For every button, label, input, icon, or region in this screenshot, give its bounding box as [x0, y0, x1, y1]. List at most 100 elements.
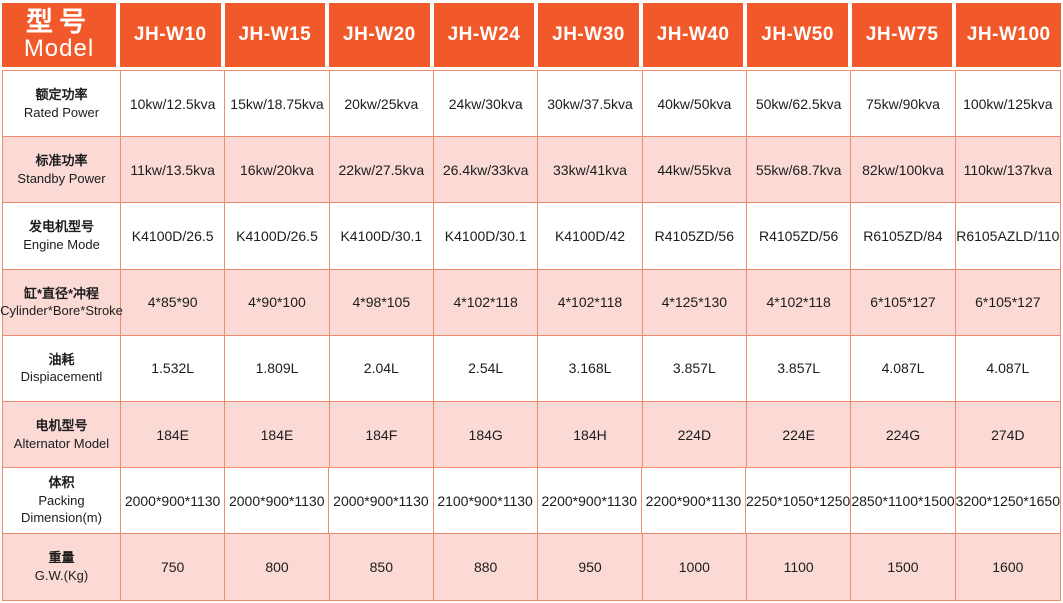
table-cell: K4100D/30.1 [434, 203, 539, 270]
table-cell: 82kw/100kva [851, 137, 956, 204]
table-cell: 10kw/12.5kva [121, 71, 226, 138]
model-name: JH-W30 [552, 24, 625, 45]
table-cell: 40kw/50kva [642, 71, 747, 138]
table-cell: 1000 [643, 534, 747, 600]
table-row-engine-mode: 发电机型号 Engine Mode K4100D/26.5 K4100D/26.… [3, 203, 1060, 270]
table-cell: K4100D/26.5 [121, 203, 226, 270]
table-header-row: 型号 Model JH-W10 JH-W15 JH-W20 JH-W24 JH-… [2, 3, 1061, 67]
row-label: 重量 G.W.(Kg) [3, 534, 121, 600]
model-name: JH-W100 [966, 24, 1051, 45]
table-cell: 224G [851, 401, 956, 469]
table-cell: 880 [434, 534, 539, 600]
header-cell-jh-w100: JH-W100 [956, 3, 1061, 67]
header-model-cell: 型号 Model [2, 3, 120, 67]
table-cell: 184G [434, 401, 539, 469]
table-cell: R4105ZD/56 [747, 203, 852, 270]
table-cell: 2000*900*1130 [225, 468, 330, 535]
table-cell: 950 [538, 534, 643, 600]
model-name: JH-W75 [865, 24, 939, 45]
row-label: 发电机型号 Engine Mode [3, 203, 121, 270]
table-cell: 16kw/20kva [225, 137, 330, 204]
row-label-en: Engine Mode [23, 236, 100, 252]
row-label: 电机型号 Alternator Model [3, 401, 121, 469]
table-cell: 44kw/55kva [642, 137, 747, 204]
table-cell: 11kw/13.5kva [121, 137, 226, 204]
table-cell: 2000*900*1130 [329, 468, 434, 535]
table-cell: 3200*1250*1650 [955, 468, 1060, 535]
table-cell: K4100D/30.1 [329, 203, 434, 270]
table-cell: 2.04L [329, 335, 434, 402]
table-cell: 33kw/41kva [538, 137, 643, 204]
table-cell: 850 [330, 534, 434, 600]
table-cell: 100kw/125kva [955, 71, 1060, 138]
table-cell: R6105ZD/84 [851, 203, 956, 270]
table-cell: 24kw/30kva [434, 71, 539, 138]
table-cell: 1.532L [121, 335, 226, 402]
row-label-zh: 缸*直径*冲程 [23, 285, 100, 301]
table-cell: 55kw/68.7kva [747, 137, 852, 204]
table-cell: 1.809L [225, 335, 330, 402]
model-name: JH-W50 [761, 24, 834, 45]
table-cell: 4*98*105 [329, 269, 434, 336]
table-cell: 2200*900*1130 [641, 468, 747, 535]
table-row-displacement: 油耗 Dispiacementl 1.532L 1.809L 2.04L 2.5… [3, 335, 1060, 402]
model-name: JH-W24 [447, 24, 521, 45]
table-cell: 22kw/27.5kva [329, 137, 434, 204]
table-cell: 2850*1100*1500 [851, 468, 956, 535]
table-cell: 184E [121, 401, 226, 469]
row-label-en: Cylinder*Bore*Stroke [0, 303, 123, 319]
row-label: 油耗 Dispiacementl [3, 335, 121, 402]
row-label-en: Standby Power [17, 170, 106, 186]
table-cell: R4105ZD/56 [642, 203, 747, 270]
table-cell: 4*102*118 [538, 269, 643, 336]
header-cell-jh-w75: JH-W75 [851, 3, 957, 67]
table-cell: 1600 [992, 558, 1024, 575]
table-cell: 6*105*127 [851, 269, 956, 336]
table-cell: 4.087L [851, 335, 956, 402]
row-label: 缸*直径*冲程 Cylinder*Bore*Stroke [0, 269, 123, 336]
table-cell: 3.168L [538, 335, 643, 402]
table-cell: 1100 [747, 534, 852, 600]
table-cell: K4100D/26.5 [225, 203, 330, 270]
row-label-zh: 额定功率 [35, 87, 88, 103]
row-label: 标准功率 Standby Power [3, 137, 121, 204]
header-model-label-en: Model [23, 34, 95, 62]
model-name: JH-W15 [238, 24, 312, 45]
header-cell-jh-w40: JH-W40 [642, 3, 748, 67]
table-cell: 184E [225, 401, 330, 469]
row-label-zh: 发电机型号 [28, 219, 94, 235]
table-cell: 2250*1050*1250 [746, 468, 852, 535]
table-cell: 3.857L [747, 335, 852, 402]
model-name: JH-W10 [133, 24, 207, 45]
table-cell: 4*125*130 [642, 269, 747, 336]
table-cell: 2200*900*1130 [537, 468, 642, 535]
table-cell: 20kw/25kva [329, 71, 434, 138]
table-cell: R6105AZLD/110 [955, 203, 1060, 270]
table-cell: 15kw/18.75kva [225, 71, 330, 138]
table-cell: 26.4kw/33kva [434, 137, 539, 204]
table-cell: 6*105*127 [955, 270, 1060, 336]
table-cell: 2.54L [434, 335, 539, 402]
table-row-alternator-model: 电机型号 Alternator Model 184E 184E 184F 184… [3, 401, 1060, 469]
row-label-en: G.W.(Kg) [34, 567, 89, 583]
table-cell: K4100D/42 [538, 203, 643, 270]
row-label: 额定功率 Rated Power [3, 71, 121, 138]
row-label-en: Dispiacementl [20, 369, 103, 385]
table-cell: 800 [225, 534, 330, 600]
table-cell: 75kw/90kva [851, 71, 956, 138]
table-cell: 50kw/62.5kva [747, 71, 852, 138]
table-row-cylinder-bore-stroke: 缸*直径*冲程 Cylinder*Bore*Stroke 4*85*90 4*9… [0, 269, 1060, 336]
table-cell: 3.857L [642, 335, 747, 402]
table-cell: 2000*900*1130 [121, 468, 226, 535]
row-label-en: Alternator Model [13, 435, 110, 451]
table-cell: 4*102*118 [747, 269, 852, 336]
table-cell: 4.087L [955, 336, 1060, 402]
row-label-zh: 标准功率 [35, 153, 88, 169]
row-label-zh: 重量 [48, 550, 75, 566]
table-cell: 184F [329, 401, 434, 469]
header-cell-jh-w50: JH-W50 [747, 3, 852, 67]
row-label-en: Rated Power [23, 104, 100, 120]
header-model-label-zh: 型号 [26, 6, 92, 37]
table-cell: 30kw/37.5kva [538, 71, 643, 138]
row-label: 体积 Packing Dimension(m) [3, 468, 121, 535]
